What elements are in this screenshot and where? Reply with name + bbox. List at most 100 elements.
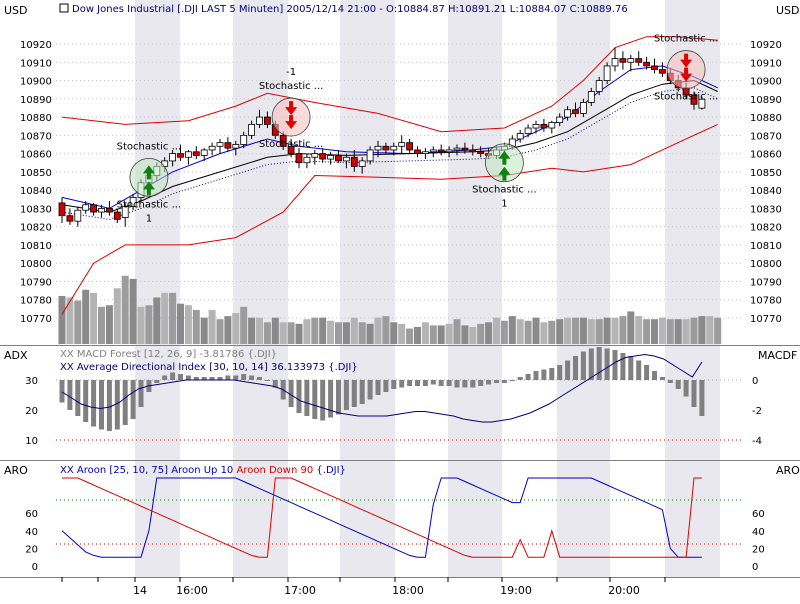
price-tick-label-left: 10790 — [20, 277, 52, 288]
volume-bar — [240, 306, 248, 344]
macd-forest-bar — [375, 380, 381, 395]
volume-bar — [279, 322, 287, 344]
candle-up — [548, 122, 556, 129]
signal-marker: Stochastic ... Stochastic ... 1 — [117, 141, 181, 224]
volume-bar — [287, 322, 295, 344]
macd-forest-bar — [122, 380, 128, 425]
macdf-tick-label: -2 — [752, 406, 762, 417]
macd-forest-bar — [170, 372, 176, 380]
volume-bar — [651, 319, 658, 344]
candle-down — [651, 65, 658, 70]
macd-forest-bar — [336, 380, 341, 415]
volume-bar — [682, 319, 690, 344]
session-band — [557, 0, 610, 577]
aroon-panel-label-right: ARO — [776, 464, 800, 477]
macd-forest-bar — [644, 365, 650, 380]
macd-forest-bar — [91, 380, 97, 427]
candle-up — [129, 197, 137, 207]
macd-forest-bar — [67, 380, 73, 410]
macd-forest-bar — [233, 375, 239, 380]
price-tick-label-right: 10880 — [750, 113, 782, 124]
time-label: 17:00 — [284, 584, 316, 597]
macd-forest-bar — [304, 380, 310, 416]
macd-forest-bar — [620, 353, 626, 380]
macd-forest-bar — [320, 380, 326, 421]
candle-up — [587, 91, 595, 103]
volume-bar — [184, 305, 192, 344]
candle-down — [350, 156, 358, 167]
macd-forest-bar — [549, 368, 555, 380]
candle-up — [390, 145, 398, 151]
macd-forest-bar — [407, 380, 413, 386]
signal-marker: Stochastic ... Stochastic ... -1 — [259, 67, 323, 150]
volume-bar — [129, 278, 137, 344]
macd-forest-bar — [83, 380, 89, 422]
volume-bar — [516, 319, 524, 344]
candle-up — [121, 206, 129, 218]
candle-up — [208, 145, 216, 151]
macd-forest-bar — [59, 380, 65, 403]
candle-up — [421, 151, 429, 154]
adx-legend: XX Average Directional Index [30, 10, 14… — [60, 362, 358, 373]
macd-forest-bar — [154, 380, 160, 383]
candle-down — [437, 149, 445, 153]
volume-bar — [714, 317, 722, 344]
volume-bar — [113, 288, 121, 344]
price-tick-label-left: 10910 — [20, 58, 52, 69]
macd-forest-bar — [367, 380, 373, 400]
candle-down — [414, 149, 421, 155]
signal-label-bottom: Stochastic ... — [472, 185, 536, 196]
signal-value: -1 — [286, 67, 296, 78]
macd-forest-bar — [501, 380, 507, 383]
sell-arrow-icon — [680, 53, 693, 68]
volume-bar — [658, 317, 666, 344]
aroon-legend: XX Aroon [25, 10, 75] Aroon Up 10 Aroon … — [60, 465, 346, 476]
signal-label-bottom: Stochastic ... — [117, 199, 181, 210]
volume-bar — [619, 316, 627, 344]
candle-up — [516, 133, 524, 140]
price-tick-label-left: 10880 — [20, 113, 52, 124]
candle-down — [635, 58, 643, 63]
candle-up — [374, 145, 382, 151]
macd-forest-bar — [75, 380, 81, 416]
legend-marker-icon — [59, 3, 69, 13]
price-tick-label-left: 10890 — [20, 95, 52, 106]
candle-up — [627, 58, 635, 63]
candle-up — [603, 65, 611, 81]
sell-arrow-icon — [285, 115, 298, 130]
macd-forest-bar — [241, 374, 247, 380]
candle-up — [445, 149, 453, 153]
volume-bar — [572, 317, 579, 344]
price-tick-label-left: 10780 — [20, 296, 52, 307]
volume-bar — [524, 320, 532, 344]
candle-down — [406, 142, 414, 151]
macd-forest-bar — [667, 380, 673, 383]
macd-forest-bar — [415, 380, 420, 386]
price-tick-label-right: 10790 — [750, 277, 782, 288]
volume-bar — [58, 295, 66, 344]
candle-up — [398, 142, 406, 147]
macd-forest-bar — [533, 371, 539, 380]
aroon-tick-label-left: 60 — [25, 509, 38, 520]
price-tick-label-right: 10900 — [750, 77, 782, 88]
volume-bar — [74, 300, 82, 344]
price-tick-label-right: 10840 — [750, 186, 782, 197]
candle-down — [263, 116, 271, 125]
price-tick-label-left: 10900 — [20, 77, 52, 88]
volume-bar — [674, 319, 682, 344]
adx-tick-label: 10 — [25, 436, 38, 447]
macd-forest-bar — [509, 380, 515, 381]
time-label: 16:00 — [176, 584, 208, 597]
macd-forest-bar — [130, 380, 136, 419]
volume-bar — [153, 297, 161, 344]
macd-forest-bar — [636, 360, 642, 380]
macd-forest-bar — [430, 380, 436, 385]
candle-down — [287, 145, 295, 155]
adx-line — [61, 353, 703, 423]
aroon-tick-label-right: 20 — [752, 544, 765, 555]
macd-forest-bar — [343, 380, 349, 410]
price-tick-label-right: 10800 — [750, 259, 782, 270]
candle-up — [580, 102, 587, 114]
macd-forest-bar — [296, 380, 302, 413]
volume-bar — [216, 319, 224, 344]
